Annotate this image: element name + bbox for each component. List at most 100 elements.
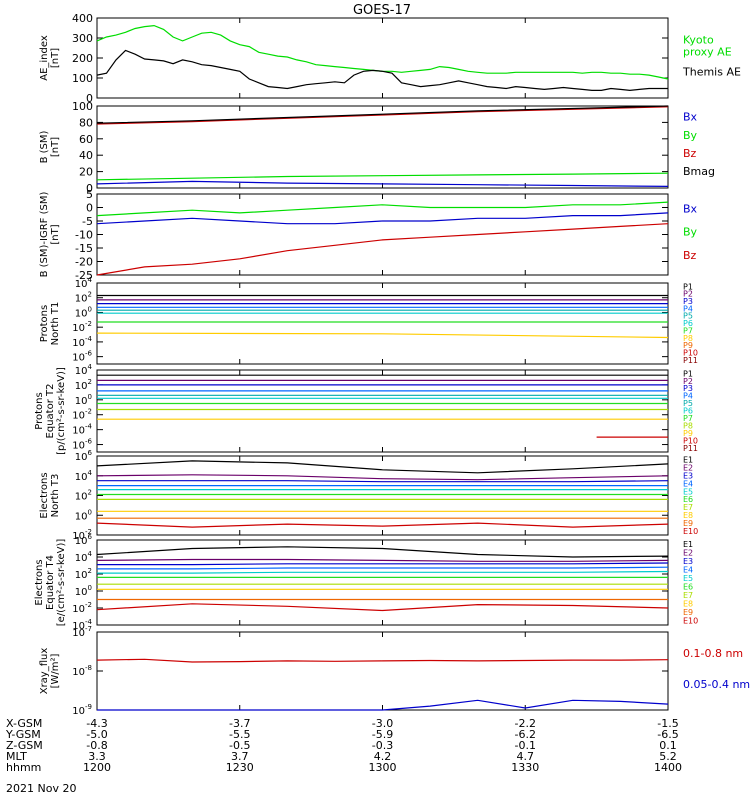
y-tick-label: 10-4 [72, 335, 92, 349]
series-line-by [96, 201, 669, 217]
channel-line-e2 [96, 558, 669, 562]
y-tick-label: 104 [75, 276, 93, 290]
ephemeris-value: -0.1 [515, 739, 536, 752]
y-tick-label: 0 [86, 182, 93, 195]
channel-label: E9 [683, 519, 693, 528]
y-tick-label: 300 [72, 32, 93, 45]
y-axis-label: North T1 [50, 302, 61, 346]
y-tick-label: 106 [75, 449, 93, 463]
y-tick-label: 10-8 [72, 664, 92, 678]
y-tick-label: 102 [75, 567, 92, 581]
channel-label: P3 [683, 384, 693, 393]
channel-line-e10 [96, 603, 669, 612]
channel-label: P8 [683, 422, 693, 431]
panel-frame [96, 193, 669, 276]
channel-label: E4 [683, 479, 693, 488]
ephemeris-row-label: MLT [6, 750, 27, 763]
ephemeris-value: 1300 [369, 761, 397, 774]
channel-label: P9 [683, 429, 693, 438]
channel-label: P2 [683, 290, 693, 299]
channel-line-e10 [96, 522, 669, 528]
y-tick-label: 100 [75, 508, 92, 522]
ephemeris-value: 4.2 [374, 750, 392, 763]
channel-label: E8 [683, 511, 693, 520]
legend-label: Bx [683, 203, 698, 216]
channel-label: P4 [683, 392, 693, 401]
panel-frame [96, 539, 669, 626]
panel-2: 0 20 40 60 80 100 B (SM) [nT] Bx By Bz Bmag [39, 100, 715, 195]
series-line-0-05-0-4-nm [97, 699, 669, 711]
y-axis-label: Equator T2 [45, 384, 56, 439]
series-line-bmag [96, 105, 669, 124]
channel-line-e1 [96, 546, 669, 558]
y-tick-label: -15 [75, 242, 93, 255]
ephemeris-row-label: Z-GSM [6, 739, 43, 752]
y-tick-label: 10-7 [72, 625, 92, 639]
y-tick-label: 0 [86, 92, 93, 105]
legend-label: proxy AE [683, 46, 732, 59]
series-line-bx [96, 180, 669, 187]
channel-label: E7 [683, 591, 693, 600]
y-tick-label: 10-2 [72, 601, 92, 615]
y-tick-label: -5 [82, 215, 93, 228]
series-line-bz [96, 223, 669, 276]
channel-label: P5 [683, 399, 693, 408]
channel-label: E3 [683, 472, 693, 481]
channel-label: P4 [683, 304, 693, 313]
panel-frame [96, 369, 669, 453]
y-axis-label: Electrons [39, 472, 50, 518]
channel-label: P10 [683, 349, 698, 358]
ephemeris-value: -0.3 [372, 739, 393, 752]
ephemeris-value: 3.3 [88, 750, 106, 763]
y-tick-label: 100 [75, 305, 92, 319]
y-tick-label: 104 [75, 469, 93, 483]
channel-label: E6 [683, 583, 693, 592]
y-tick-label: 0 [86, 202, 93, 215]
panel-3: -25-20-15-10-505 B (SM)-IGRF (SM) [nT] Bx By… [39, 188, 698, 282]
y-axis-label: Xray_flux [39, 648, 50, 695]
ephemeris-value: -2.2 [515, 717, 536, 730]
date-label: 2021 Nov 20 [6, 782, 76, 795]
y-tick-label: 40 [79, 149, 93, 162]
ephemeris-value: -5.0 [86, 728, 107, 741]
legend-label: 0.05-0.4 nm [683, 678, 750, 691]
channel-label: E6 [683, 495, 693, 504]
legend-label: Bmag [683, 165, 715, 178]
y-tick-label: -10 [75, 229, 93, 242]
channel-label: P9 [683, 341, 693, 350]
plot-title: GOES-17 [353, 3, 411, 18]
y-tick-label: 104 [75, 550, 93, 564]
panel-8: 10-9 10-8 10-7 Xray_flux [W/m²] 0.1-0.8 nm 0.0… [39, 625, 750, 717]
ephemeris-value: -3.7 [229, 717, 250, 730]
ephemeris-value: -6.5 [657, 728, 678, 741]
channel-label: P1 [683, 369, 693, 378]
channel-label: P11 [683, 444, 698, 453]
channel-label: P7 [683, 326, 693, 335]
ephemeris-value: 4.7 [517, 750, 535, 763]
y-axis-label: Electrons [34, 559, 45, 605]
ephemeris-value: 1230 [226, 761, 254, 774]
series-line-themis-ae [96, 49, 668, 92]
channel-label: E3 [683, 557, 693, 566]
channel-label: P1 [683, 282, 693, 291]
ephemeris-value: 1330 [511, 761, 539, 774]
series-line-by [96, 172, 669, 181]
y-tick-label: 100 [75, 393, 92, 407]
panel-frame [96, 631, 669, 711]
channel-line-e4 [97, 566, 669, 570]
channel-label: P11 [683, 356, 698, 365]
channel-label: E5 [683, 487, 693, 496]
channel-label: P7 [683, 414, 693, 423]
y-axis-label: [W/m²] [50, 653, 61, 688]
ephemeris-value: -5.9 [372, 728, 393, 741]
y-axis-label: [nT] [50, 48, 61, 68]
panel-frame [96, 17, 669, 99]
channel-line-e5 [97, 570, 669, 574]
y-axis-label: Equator T4 [45, 555, 56, 610]
series-line-0-1-0-8-nm [96, 658, 669, 663]
channel-label: E2 [683, 549, 693, 558]
y-tick-label: 80 [79, 116, 93, 129]
y-tick-label: 102 [75, 378, 92, 392]
y-axis-label: Protons [39, 305, 50, 342]
channel-label: P2 [683, 377, 693, 386]
